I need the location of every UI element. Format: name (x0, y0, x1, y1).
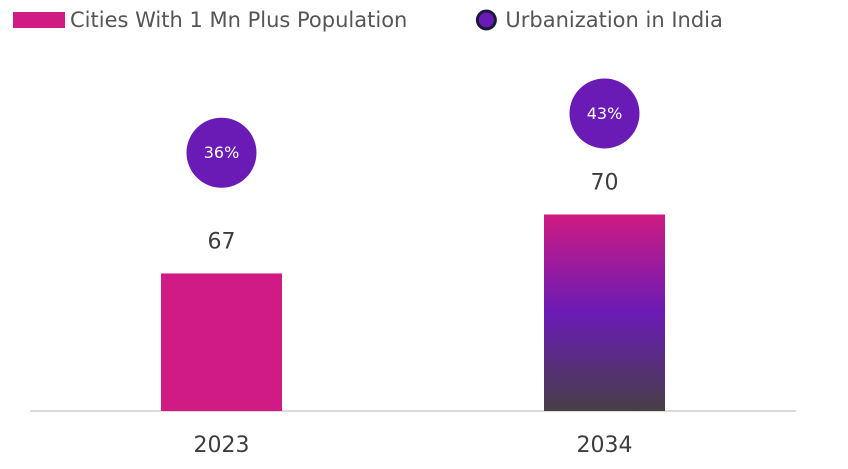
bar (161, 273, 282, 411)
bar-value-label: 70 (591, 171, 619, 196)
bubble-label: 36% (204, 143, 240, 162)
legend-label: Cities With 1 Mn Plus Population (70, 8, 407, 32)
bubble (569, 78, 640, 149)
legend-label: Urbanization in India (505, 8, 723, 32)
bar (544, 214, 665, 411)
legend-swatch (13, 12, 65, 28)
x-tick-label: 2034 (577, 433, 633, 458)
bubble-label: 43% (587, 104, 623, 123)
legend-swatch (475, 9, 497, 31)
x-tick-label: 2023 (194, 433, 250, 458)
bubble (186, 117, 257, 188)
bar-value-label: 67 (208, 229, 236, 254)
